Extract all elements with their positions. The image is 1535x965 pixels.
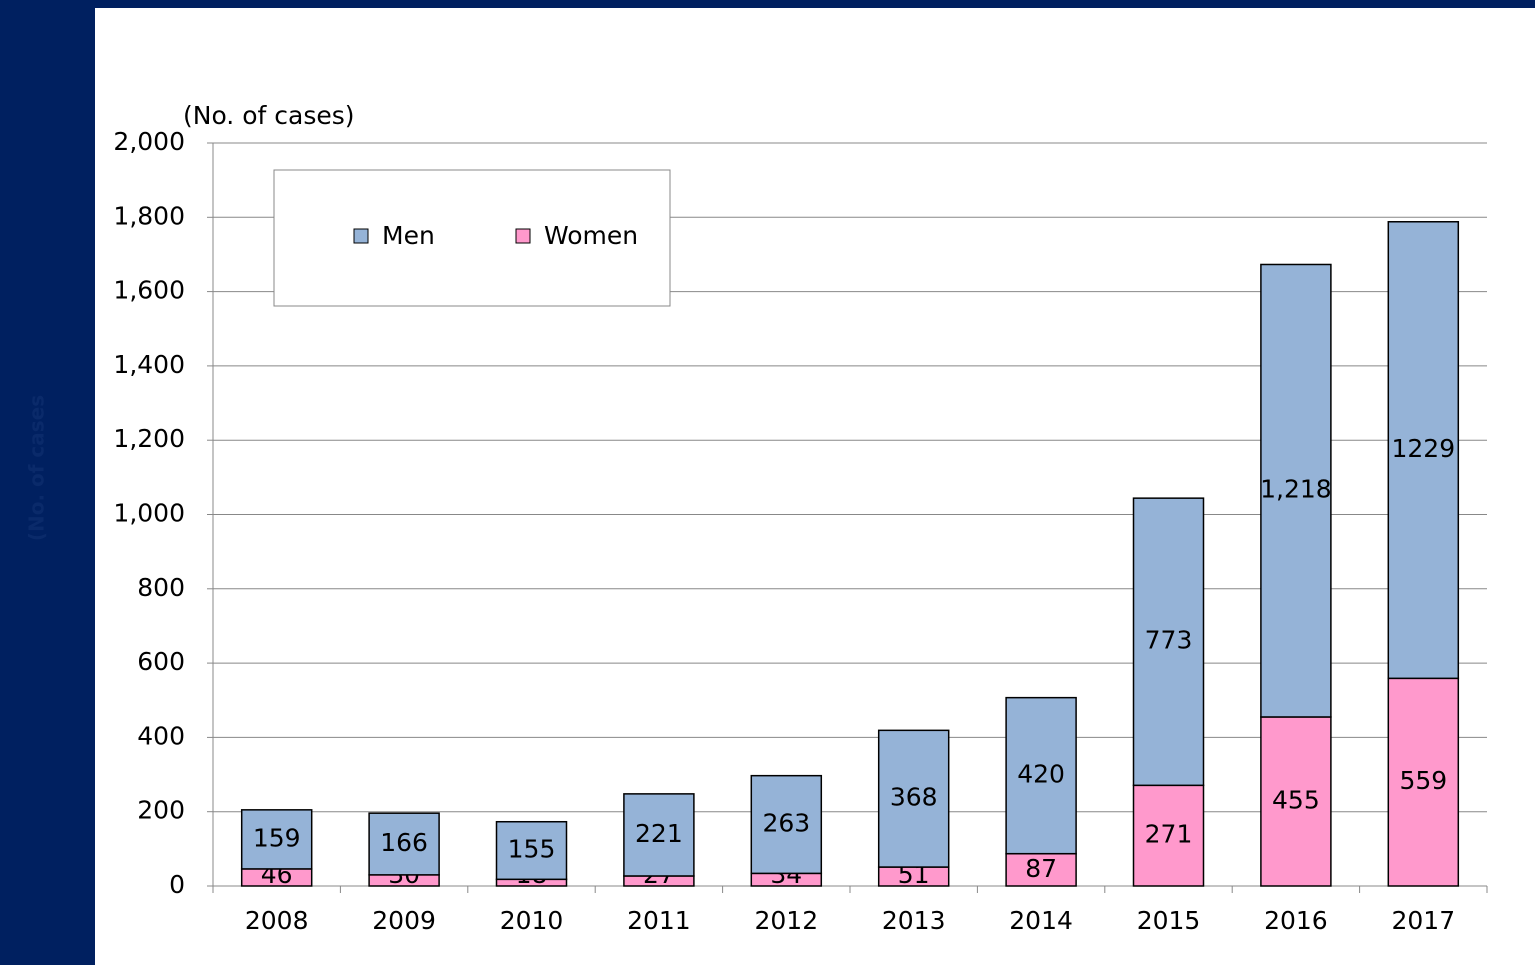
data-label: 420 — [1017, 760, 1065, 789]
data-label: 271 — [1145, 820, 1193, 849]
y-tick-label: 800 — [137, 573, 185, 602]
y-tick-label: 0 — [169, 870, 185, 899]
y-tick-label: 1,400 — [113, 350, 185, 379]
data-label: 155 — [508, 835, 556, 864]
data-label: 455 — [1272, 785, 1320, 814]
y-tick-label: 1,800 — [113, 201, 185, 230]
sidebar — [0, 0, 95, 965]
bar-segment — [495, 820, 568, 881]
data-label: 773 — [1145, 626, 1193, 655]
bar-segment — [877, 729, 950, 868]
y-tick-label: 1,600 — [113, 276, 185, 305]
data-label: 368 — [890, 783, 938, 812]
y-tick-label: 1,200 — [113, 424, 185, 453]
x-tick-label: 2014 — [1009, 906, 1073, 935]
legend-box — [273, 169, 671, 307]
data-label: 221 — [635, 819, 683, 848]
y-tick-label: 200 — [137, 796, 185, 825]
y-tick-label: 1,000 — [113, 499, 185, 528]
data-label: 87 — [1025, 854, 1057, 883]
bar-segment — [1260, 263, 1332, 718]
x-tick-label: 2011 — [627, 906, 691, 935]
legend-label: Women — [544, 221, 638, 250]
x-tick-label: 2009 — [372, 906, 436, 935]
bar-segment — [623, 793, 695, 877]
bar-segment — [1387, 677, 1460, 887]
x-tick-label: 2008 — [245, 906, 309, 935]
data-label: 1229 — [1391, 434, 1455, 463]
bar-segment — [1005, 696, 1077, 855]
sidebar-label: (No. of cases — [25, 395, 49, 541]
x-tick-label: 2012 — [754, 906, 818, 935]
bar-segment — [750, 774, 823, 875]
bar-segment — [240, 809, 313, 870]
data-label: 263 — [762, 809, 810, 838]
x-tick-label: 2015 — [1137, 906, 1201, 935]
top-strip — [0, 0, 1535, 8]
legend-swatch — [353, 228, 369, 244]
legend-label: Men — [382, 221, 435, 250]
y-axis-title: (No. of cases) — [183, 101, 355, 130]
bar-segment — [1132, 784, 1205, 887]
y-tick-label: 600 — [137, 647, 185, 676]
x-tick-label: 2017 — [1391, 906, 1455, 935]
data-label: 159 — [253, 823, 301, 852]
x-tick-label: 2016 — [1264, 906, 1328, 935]
bar-segment — [1132, 497, 1205, 787]
x-tick-label: 2010 — [500, 906, 564, 935]
bar-segment — [1005, 852, 1077, 887]
y-tick-label: 400 — [137, 721, 185, 750]
bar-segment — [1387, 221, 1460, 680]
data-label: 166 — [380, 828, 428, 857]
data-label: 1,218 — [1260, 475, 1332, 504]
bar-segment — [368, 812, 440, 876]
y-tick-label: 2,000 — [113, 127, 185, 156]
legend-swatch — [515, 228, 531, 244]
data-label: 559 — [1399, 766, 1447, 795]
x-tick-label: 2013 — [882, 906, 946, 935]
